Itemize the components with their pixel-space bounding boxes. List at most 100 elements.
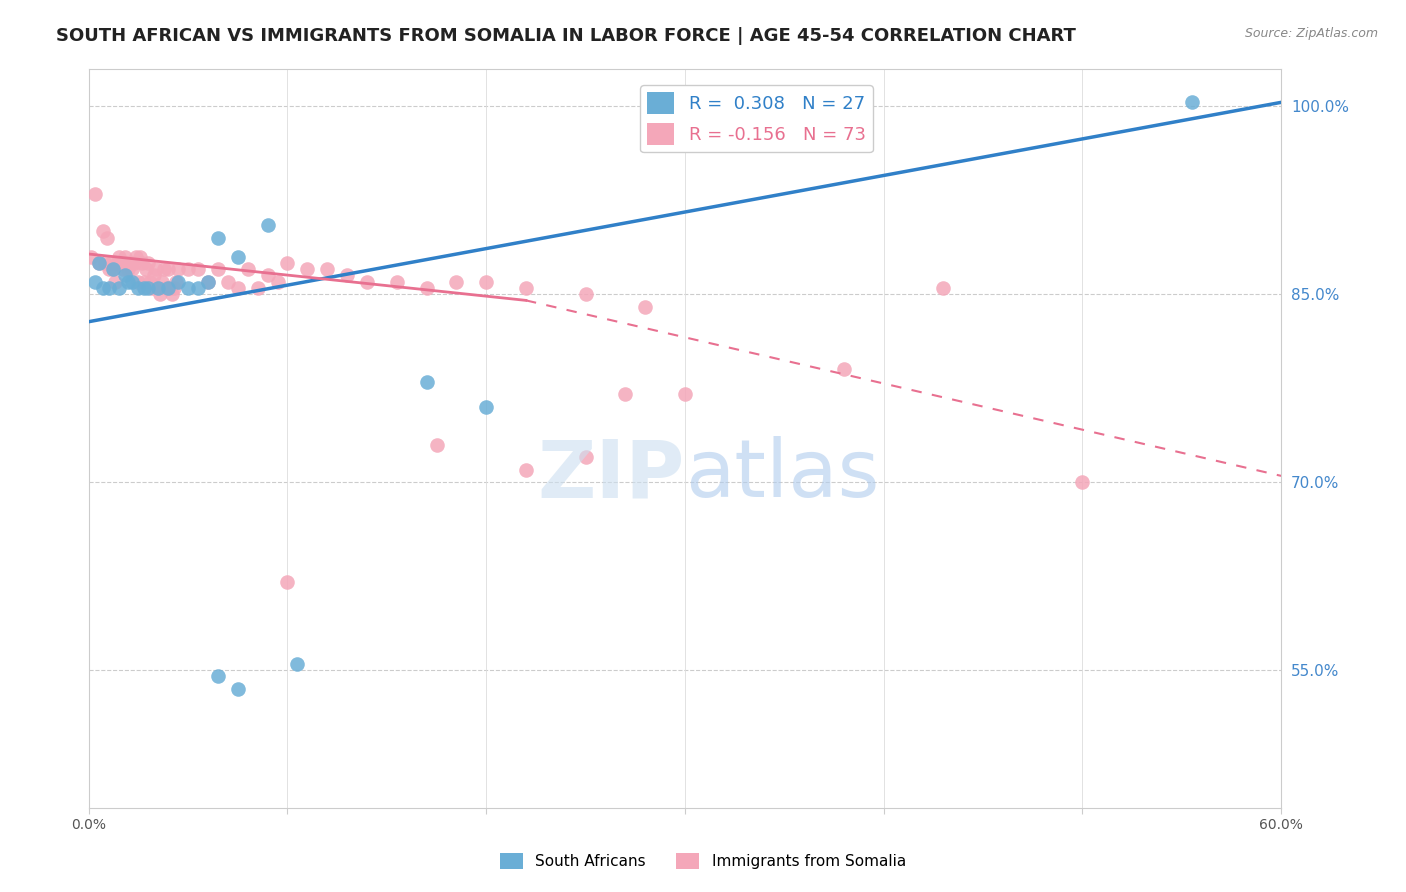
Point: [425, 437, 447, 451]
Point: [160, 287, 183, 301]
Point: [446, 275, 468, 289]
Point: [266, 275, 288, 289]
Point: [165, 275, 187, 289]
Point: [246, 281, 269, 295]
Point: [356, 275, 378, 289]
Point: [91, 224, 114, 238]
Point: [475, 275, 498, 289]
Point: [139, 275, 162, 289]
Point: [167, 262, 190, 277]
Point: [236, 262, 259, 277]
Point: [120, 256, 142, 270]
Point: [276, 256, 298, 270]
Point: [515, 281, 537, 295]
Point: [574, 450, 596, 464]
Point: [385, 275, 408, 289]
Text: atlas: atlas: [685, 436, 879, 514]
Point: [475, 400, 498, 414]
Point: [101, 262, 124, 277]
Point: [87, 256, 110, 270]
Point: [415, 375, 437, 389]
Point: [93, 256, 115, 270]
Point: [97, 281, 120, 295]
Point: [110, 256, 132, 270]
Point: [673, 387, 696, 401]
Point: [159, 281, 181, 295]
Point: [117, 262, 139, 277]
Point: [217, 275, 239, 289]
Point: [121, 262, 143, 277]
Point: [145, 262, 167, 277]
Point: [634, 300, 657, 314]
Point: [87, 256, 110, 270]
Point: [316, 262, 339, 277]
Point: [197, 275, 219, 289]
Point: [287, 657, 309, 671]
Point: [207, 669, 229, 683]
Point: [276, 575, 298, 590]
Point: [127, 275, 149, 289]
Point: [125, 250, 148, 264]
Legend: South Africans, Immigrants from Somalia: South Africans, Immigrants from Somalia: [494, 847, 912, 875]
Point: [138, 256, 160, 270]
Point: [143, 268, 166, 283]
Point: [150, 275, 173, 289]
Point: [96, 231, 118, 245]
Text: Source: ZipAtlas.com: Source: ZipAtlas.com: [1244, 27, 1378, 40]
Point: [207, 231, 229, 245]
Point: [149, 287, 172, 301]
Point: [256, 268, 278, 283]
Point: [111, 262, 134, 277]
Point: [157, 262, 180, 277]
Point: [129, 250, 152, 264]
Point: [117, 275, 139, 289]
Point: [134, 281, 156, 295]
Point: [97, 262, 120, 277]
Point: [107, 281, 129, 295]
Point: [297, 262, 319, 277]
Point: [167, 275, 190, 289]
Point: [177, 262, 200, 277]
Text: ZIP: ZIP: [537, 436, 685, 514]
Point: [614, 387, 637, 401]
Point: [1181, 95, 1204, 110]
Point: [163, 281, 186, 295]
Point: [515, 462, 537, 476]
Point: [121, 275, 143, 289]
Point: [157, 281, 180, 295]
Point: [415, 281, 437, 295]
Point: [138, 281, 160, 295]
Point: [187, 262, 209, 277]
Point: [114, 268, 136, 283]
Point: [101, 262, 124, 277]
Point: [127, 281, 149, 295]
Point: [226, 250, 249, 264]
Text: SOUTH AFRICAN VS IMMIGRANTS FROM SOMALIA IN LABOR FORCE | AGE 45-54 CORRELATION : SOUTH AFRICAN VS IMMIGRANTS FROM SOMALIA…: [56, 27, 1076, 45]
Point: [124, 256, 146, 270]
Point: [103, 275, 125, 289]
Point: [135, 262, 157, 277]
Point: [155, 281, 177, 295]
Legend: R =  0.308   N = 27, R = -0.156   N = 73: R = 0.308 N = 27, R = -0.156 N = 73: [640, 85, 873, 153]
Point: [100, 256, 122, 270]
Point: [1071, 475, 1094, 489]
Point: [105, 256, 128, 270]
Point: [141, 281, 163, 295]
Point: [80, 250, 103, 264]
Point: [226, 281, 249, 295]
Point: [932, 281, 955, 295]
Point: [574, 287, 596, 301]
Point: [114, 250, 136, 264]
Point: [148, 281, 170, 295]
Point: [207, 262, 229, 277]
Point: [197, 275, 219, 289]
Point: [131, 256, 153, 270]
Point: [83, 186, 105, 201]
Point: [83, 275, 105, 289]
Point: [256, 218, 278, 232]
Point: [226, 681, 249, 696]
Point: [153, 262, 176, 277]
Point: [148, 281, 170, 295]
Point: [107, 250, 129, 264]
Point: [134, 275, 156, 289]
